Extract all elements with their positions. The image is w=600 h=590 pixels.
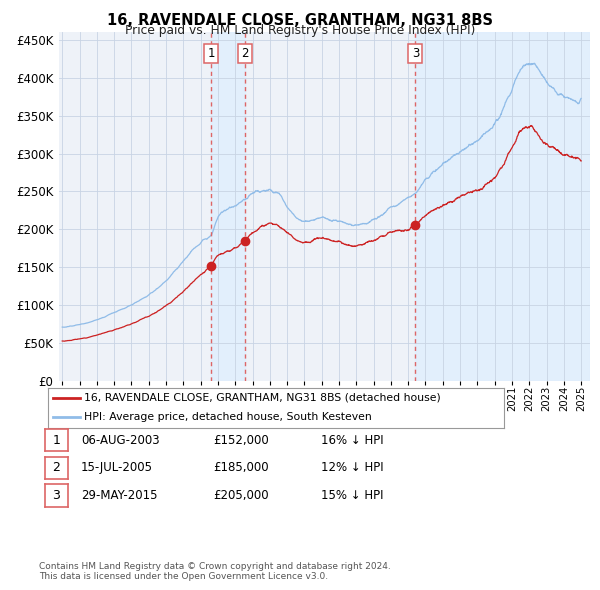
Bar	[211, 32, 245, 381]
Text: 2: 2	[52, 461, 61, 474]
Text: 29-MAY-2015: 29-MAY-2015	[81, 489, 157, 502]
Text: Contains HM Land Registry data © Crown copyright and database right 2024.: Contains HM Land Registry data © Crown c…	[39, 562, 391, 571]
Text: 06-AUG-2003: 06-AUG-2003	[81, 434, 160, 447]
Text: 16, RAVENDALE CLOSE, GRANTHAM, NG31 8BS (detached house): 16, RAVENDALE CLOSE, GRANTHAM, NG31 8BS …	[83, 393, 440, 402]
Text: Price paid vs. HM Land Registry's House Price Index (HPI): Price paid vs. HM Land Registry's House …	[125, 24, 475, 37]
Bar	[415, 32, 590, 381]
Text: 1: 1	[52, 434, 61, 447]
Text: 1: 1	[207, 47, 215, 60]
Text: £205,000: £205,000	[213, 489, 269, 502]
Text: £152,000: £152,000	[213, 434, 269, 447]
Text: 15-JUL-2005: 15-JUL-2005	[81, 461, 153, 474]
Text: 15% ↓ HPI: 15% ↓ HPI	[321, 489, 383, 502]
Text: 12% ↓ HPI: 12% ↓ HPI	[321, 461, 383, 474]
Text: £185,000: £185,000	[213, 461, 269, 474]
Text: 2: 2	[241, 47, 248, 60]
Text: 16, RAVENDALE CLOSE, GRANTHAM, NG31 8BS: 16, RAVENDALE CLOSE, GRANTHAM, NG31 8BS	[107, 13, 493, 28]
Text: This data is licensed under the Open Government Licence v3.0.: This data is licensed under the Open Gov…	[39, 572, 328, 581]
Text: 16% ↓ HPI: 16% ↓ HPI	[321, 434, 383, 447]
Text: HPI: Average price, detached house, South Kesteven: HPI: Average price, detached house, Sout…	[83, 411, 371, 421]
Text: 3: 3	[412, 47, 419, 60]
Text: 3: 3	[52, 489, 61, 502]
